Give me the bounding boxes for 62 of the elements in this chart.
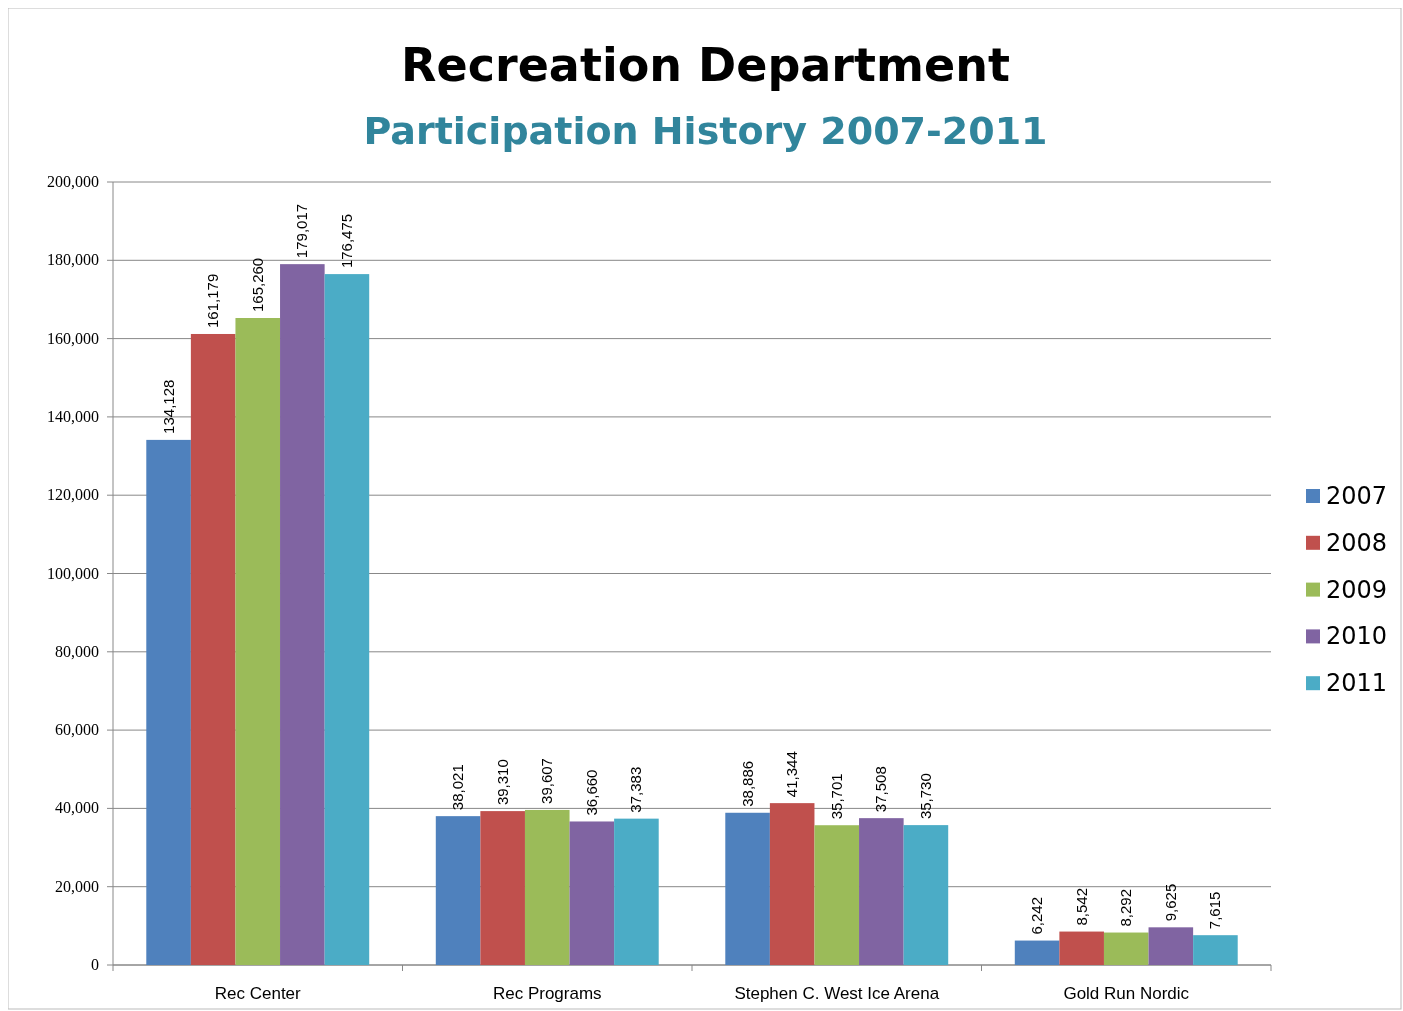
data-label: 38,886	[738, 760, 756, 807]
data-label: 35,701	[827, 773, 845, 820]
x-tick-label: Gold Run Nordic	[1063, 984, 1190, 1003]
bar	[435, 816, 481, 965]
y-tick-label: 140,000	[47, 407, 99, 425]
y-tick-label: 80,000	[55, 642, 99, 660]
y-tick-label: 100,000	[47, 564, 99, 582]
bar	[235, 318, 281, 965]
chart-subtitle: Participation History 2007-2011	[363, 109, 1048, 153]
legend-label: 2010	[1326, 622, 1388, 651]
data-label: 35,730	[916, 773, 934, 820]
bar	[769, 803, 815, 965]
chart-title: Recreation Department	[401, 38, 1010, 92]
data-label: 8,292	[1117, 888, 1135, 927]
data-label: 7,615	[1206, 891, 1224, 930]
data-label: 179,017	[293, 203, 311, 259]
y-tick-label: 60,000	[55, 721, 99, 739]
data-label: 36,660	[582, 769, 600, 816]
bar	[1193, 935, 1238, 965]
bar	[480, 811, 525, 965]
data-label: 6,242	[1028, 897, 1046, 935]
y-tick-label: 20,000	[55, 877, 99, 895]
y-tick-label: 0	[91, 956, 99, 973]
bar	[725, 812, 770, 965]
legend-label: 2009	[1326, 575, 1388, 604]
x-tick-label: Rec Programs	[492, 984, 602, 1003]
bar	[859, 818, 904, 965]
data-label: 39,607	[538, 758, 556, 804]
bar	[1059, 931, 1104, 965]
data-label: 9,625	[1161, 883, 1179, 922]
y-tick-label: 160,000	[47, 329, 99, 347]
bar	[903, 825, 949, 965]
data-label: 41,344	[783, 751, 801, 798]
bar	[146, 439, 191, 965]
bar	[190, 333, 236, 965]
data-label: 38,021	[449, 764, 467, 811]
legend-label: 2011	[1326, 669, 1388, 698]
data-label: 39,310	[493, 759, 511, 806]
bar	[614, 818, 659, 965]
y-tick-label: 120,000	[47, 486, 99, 504]
bar	[524, 809, 570, 965]
bar	[569, 821, 615, 965]
data-label: 161,179	[204, 273, 222, 328]
data-label: 37,383	[627, 766, 645, 813]
bar	[324, 274, 370, 965]
data-label: 134,128	[159, 379, 177, 434]
bar	[1103, 932, 1149, 965]
bar	[814, 825, 860, 965]
y-tick-label: 200,000	[47, 173, 99, 190]
bar	[280, 264, 325, 965]
x-tick-label: Stephen C. West Ice Arena	[734, 984, 940, 1003]
data-label: 8,542	[1072, 888, 1090, 926]
y-tick-label: 180,000	[47, 251, 99, 269]
bar	[1148, 927, 1194, 965]
bar	[1014, 940, 1060, 965]
x-tick-label: Rec Center	[214, 984, 302, 1003]
data-label: 176,475	[337, 213, 355, 269]
legend-label: 2007	[1326, 482, 1388, 510]
y-tick-label: 40,000	[55, 799, 99, 817]
data-label: 37,508	[872, 766, 890, 813]
legend-label: 2008	[1326, 528, 1388, 557]
data-label: 165,260	[248, 257, 266, 313]
